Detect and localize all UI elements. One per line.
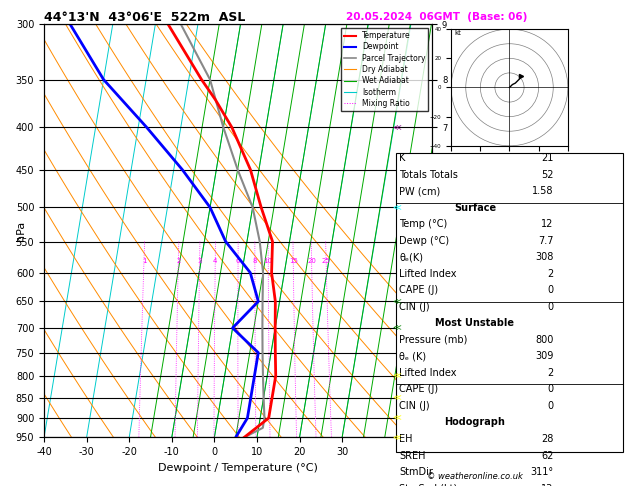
Text: θₑ (K): θₑ (K) [399,351,426,362]
Text: StmDir: StmDir [399,467,433,477]
Text: Temp (°C): Temp (°C) [399,219,448,229]
Text: 0: 0 [547,401,554,411]
Text: CIN (J): CIN (J) [399,401,430,411]
Text: K: K [399,153,406,163]
Text: ≪: ≪ [392,371,401,381]
Text: CAPE (J): CAPE (J) [399,285,438,295]
Text: PW (cm): PW (cm) [399,186,441,196]
Text: 6: 6 [236,258,240,263]
Text: StmSpd (kt): StmSpd (kt) [399,484,458,486]
Text: 8: 8 [253,258,257,263]
Text: 0: 0 [547,384,554,395]
Text: LCL: LCL [434,423,452,433]
Text: ≪: ≪ [392,297,401,306]
Text: 15: 15 [289,258,298,263]
Text: 44°13'N  43°06'E  522m  ASL: 44°13'N 43°06'E 522m ASL [44,11,245,24]
Text: Most Unstable: Most Unstable [435,318,515,329]
Text: Hodograph: Hodograph [445,417,505,428]
Text: 28: 28 [541,434,554,444]
Text: 62: 62 [541,451,554,461]
Text: 2: 2 [547,368,554,378]
Text: 311°: 311° [530,467,554,477]
Text: 4: 4 [213,258,218,263]
Text: θₑ(K): θₑ(K) [399,252,423,262]
Text: 1: 1 [142,258,146,263]
Text: 21: 21 [541,153,554,163]
Text: CAPE (J): CAPE (J) [399,384,438,395]
Text: © weatheronline.co.uk: © weatheronline.co.uk [427,472,523,481]
Legend: Temperature, Dewpoint, Parcel Trajectory, Dry Adiabat, Wet Adiabat, Isotherm, Mi: Temperature, Dewpoint, Parcel Trajectory… [341,28,428,111]
Text: ≪: ≪ [392,324,401,332]
Text: Lifted Index: Lifted Index [399,269,457,279]
Text: 20: 20 [307,258,316,263]
Text: Totals Totals: Totals Totals [399,170,459,180]
Text: 1.58: 1.58 [532,186,554,196]
Text: ≪: ≪ [392,393,401,402]
Text: 0: 0 [547,285,554,295]
Text: 309: 309 [535,351,554,362]
Text: ≪: ≪ [392,433,401,442]
Text: 2: 2 [176,258,181,263]
Text: hPa: hPa [16,221,26,241]
Text: 20.05.2024  06GMT  (Base: 06): 20.05.2024 06GMT (Base: 06) [347,12,528,22]
Text: Surface: Surface [454,203,496,213]
Text: SREH: SREH [399,451,426,461]
Text: ≪: ≪ [392,203,401,212]
Text: 13: 13 [542,484,554,486]
Text: 7.7: 7.7 [538,236,554,246]
Text: 800: 800 [535,335,554,345]
Text: Pressure (mb): Pressure (mb) [399,335,468,345]
Text: 308: 308 [535,252,554,262]
Text: ≪: ≪ [392,123,401,132]
Y-axis label: km
ASL: km ASL [460,222,482,240]
Text: 3: 3 [198,258,202,263]
Text: Lifted Index: Lifted Index [399,368,457,378]
X-axis label: Dewpoint / Temperature (°C): Dewpoint / Temperature (°C) [158,463,318,473]
Text: 12: 12 [541,219,554,229]
Text: 52: 52 [541,170,554,180]
Text: kt: kt [454,30,461,36]
Text: CIN (J): CIN (J) [399,302,430,312]
Text: 2: 2 [547,269,554,279]
Text: 25: 25 [321,258,330,263]
Text: ≪: ≪ [392,414,401,422]
Text: 0: 0 [547,302,554,312]
Text: Dewp (°C): Dewp (°C) [399,236,450,246]
Text: EH: EH [399,434,413,444]
Text: 10: 10 [264,258,273,263]
